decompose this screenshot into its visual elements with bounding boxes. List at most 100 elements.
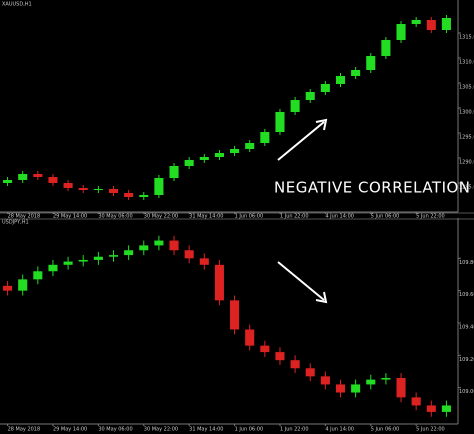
y-tick-label: 109.800 — [459, 260, 474, 266]
candle-body — [426, 405, 436, 412]
candle-body — [78, 188, 88, 190]
x-tick-label: 4 Jun 14:00 — [325, 214, 354, 220]
candle-body — [139, 195, 149, 197]
candle-body — [169, 166, 179, 178]
candle-body — [396, 377, 406, 398]
y-tick-label: 109.200 — [459, 357, 474, 363]
candle-body — [124, 193, 134, 197]
candle-body — [93, 189, 103, 190]
y-tick-label: 109.600 — [459, 292, 474, 298]
candle-body — [33, 174, 43, 177]
candle-body — [275, 112, 285, 132]
candle-body — [108, 255, 119, 257]
y-tick-label: 1315.00 — [459, 35, 474, 41]
x-tick-label: 30 May 06:00 — [98, 427, 132, 433]
candle-body — [320, 376, 330, 385]
x-tick-label: 4 Jun 14:00 — [325, 427, 354, 433]
candle-body — [18, 279, 28, 291]
candle-body — [320, 84, 330, 92]
chart-title: USDJPY,H1 — [2, 220, 29, 226]
x-tick-label: 5 Jun 22:00 — [416, 214, 445, 220]
x-tick-label: 5 Jun 06:00 — [371, 214, 400, 220]
candle-body — [18, 174, 28, 180]
y-tick-label: 109.000 — [459, 389, 474, 395]
x-tick-label: 1 Jun 22:00 — [280, 214, 309, 220]
x-tick-label: 28 May 2018 — [8, 214, 41, 220]
x-tick-label: 5 Jun 06:00 — [371, 427, 400, 433]
y-tick-label: 1310.00 — [459, 60, 474, 66]
candle-body — [63, 183, 73, 188]
up-arrow — [277, 121, 325, 161]
candle-body — [78, 259, 88, 262]
candle-body — [260, 132, 270, 143]
x-tick-label: 1 Jun 22:00 — [280, 427, 309, 433]
candle-body — [48, 264, 58, 272]
candle-body — [366, 56, 376, 70]
x-tick-label: 30 May 06:00 — [98, 214, 132, 220]
candle-body — [245, 143, 255, 149]
x-tick-label: 30 May 22:00 — [144, 214, 178, 220]
annotation: NEGATIVE CORRELATION — [274, 179, 471, 197]
down-arrow — [277, 261, 325, 301]
candle-body — [214, 153, 224, 157]
candle-body — [169, 240, 179, 251]
y-tick-label: 1300.00 — [459, 110, 474, 116]
candle-body — [335, 384, 346, 393]
candle-body — [351, 70, 361, 76]
x-tick-label: 30 May 22:00 — [144, 427, 178, 433]
candle-body — [230, 300, 240, 330]
candle-body — [260, 345, 270, 353]
candle-body — [335, 76, 346, 84]
candle-body — [305, 368, 315, 377]
candle-body — [275, 352, 285, 361]
y-tick-label: 1305.00 — [459, 85, 474, 91]
candle-body — [3, 180, 13, 183]
candle-body — [124, 250, 134, 256]
candle-body — [93, 256, 103, 260]
y-tick-label: 1285.00 — [459, 185, 474, 191]
candle-body — [108, 189, 119, 193]
x-tick-label: 31 May 14:00 — [189, 214, 223, 220]
chart-title: XAUUSD,H1 — [2, 2, 32, 8]
candle-body — [441, 18, 451, 30]
candle-body — [48, 177, 58, 183]
candle-body — [184, 160, 194, 166]
down-arrow-head — [315, 291, 328, 304]
candle-body — [214, 264, 224, 301]
candle-body — [154, 178, 164, 195]
candle-body — [154, 240, 164, 246]
candle-body — [366, 379, 376, 385]
candle-body — [139, 245, 149, 251]
x-tick-label: 5 Jun 22:00 — [416, 427, 445, 433]
candle-body — [441, 405, 451, 412]
y-tick-label: 1295.00 — [459, 135, 474, 141]
x-tick-label: 1 Jun 06:00 — [235, 214, 264, 220]
candle-body — [411, 397, 421, 406]
candle-body — [63, 261, 73, 265]
candle-body — [381, 40, 391, 56]
candle-body — [199, 258, 209, 265]
candle-body — [396, 24, 406, 40]
up-arrow-head — [315, 118, 328, 131]
x-tick-label: 29 May 14:00 — [53, 427, 87, 433]
x-tick-label: 1 Jun 06:00 — [235, 427, 264, 433]
candle-body — [33, 271, 43, 280]
y-tick-label: 1290.00 — [459, 160, 474, 166]
candle-body — [290, 360, 300, 369]
candle-body — [411, 20, 421, 24]
candle-body — [290, 100, 300, 112]
candle-body — [3, 285, 13, 291]
candle-body — [184, 250, 194, 259]
candle-body — [381, 377, 391, 380]
candle-body — [351, 384, 361, 393]
x-tick-label: 28 May 2018 — [8, 427, 41, 433]
candle-body — [230, 149, 240, 153]
x-tick-label: 29 May 14:00 — [53, 214, 87, 220]
y-tick-label: 109.400 — [459, 325, 474, 331]
candle-body — [245, 329, 255, 346]
candle-body — [199, 157, 209, 160]
candle-body — [426, 20, 436, 30]
candle-body — [305, 92, 315, 100]
